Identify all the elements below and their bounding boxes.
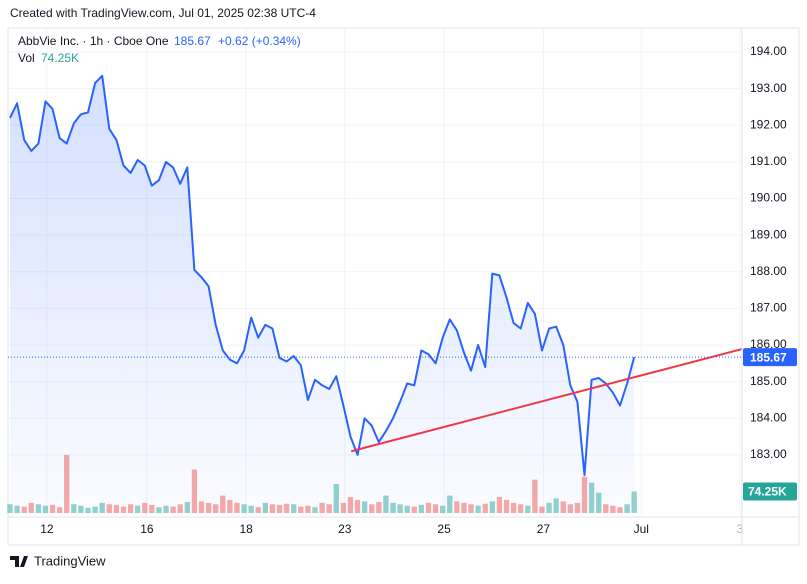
last-price: 185.67 — [174, 34, 211, 48]
y-tick-label: 193.00 — [750, 81, 787, 95]
y-tick-label: 183.00 — [750, 447, 787, 461]
last-volume-label: 74.25K — [748, 485, 787, 499]
volume-label: Vol — [18, 51, 35, 65]
last-price-box — [743, 348, 797, 367]
watermark: Created with TradingView.com, Jul 01, 20… — [10, 6, 316, 20]
y-tick-label: 190.00 — [750, 191, 787, 205]
y-tick-label: 188.00 — [750, 264, 787, 278]
plot — [7, 74, 743, 516]
trendline — [350, 348, 743, 453]
chart-frame — [7, 27, 800, 546]
y-tick-label: 184.00 — [750, 410, 787, 424]
legend: AbbVie Inc. · 1h · Cboe One 185.67 +0.62… — [18, 34, 301, 65]
y-tick-label: 185.00 — [750, 374, 787, 388]
y-tick-label: 186.00 — [750, 337, 787, 351]
brand-logo — [10, 556, 28, 567]
x-tick-label: 12 — [40, 522, 54, 536]
price-change: +0.62 (+0.34%) — [218, 34, 301, 48]
volume-bar — [7, 504, 13, 513]
last-price-label: 185.67 — [750, 350, 787, 364]
x-tick-label: 18 — [240, 522, 254, 536]
x-tick-label: 25 — [437, 522, 451, 536]
axis: 183.00 184.00 185.00 186.00 187.00 188.00 189.… — [8, 28, 799, 545]
x-tick-label: 3 — [737, 522, 744, 536]
y-tick-label: 192.00 — [750, 117, 787, 131]
y-tick-label: 187.00 — [750, 301, 787, 315]
last-volume-box — [743, 482, 797, 501]
brand-name: TradingView — [34, 553, 106, 568]
x-tick-label: Jul — [634, 522, 649, 536]
price-line — [9, 74, 636, 477]
x-tick-label: 16 — [140, 522, 154, 536]
y-tick-label: 189.00 — [750, 227, 787, 241]
price-area — [9, 75, 635, 516]
y-tick-label: 191.00 — [750, 154, 787, 168]
volume-value: 74.25K — [41, 51, 79, 65]
symbol-title: AbbVie Inc. · 1h · Cboe One — [18, 34, 169, 48]
y-tick-label: 194.00 — [750, 44, 787, 58]
x-tick-label: 27 — [537, 522, 551, 536]
brand: TradingView — [10, 553, 106, 568]
x-tick-label: 23 — [338, 522, 352, 536]
